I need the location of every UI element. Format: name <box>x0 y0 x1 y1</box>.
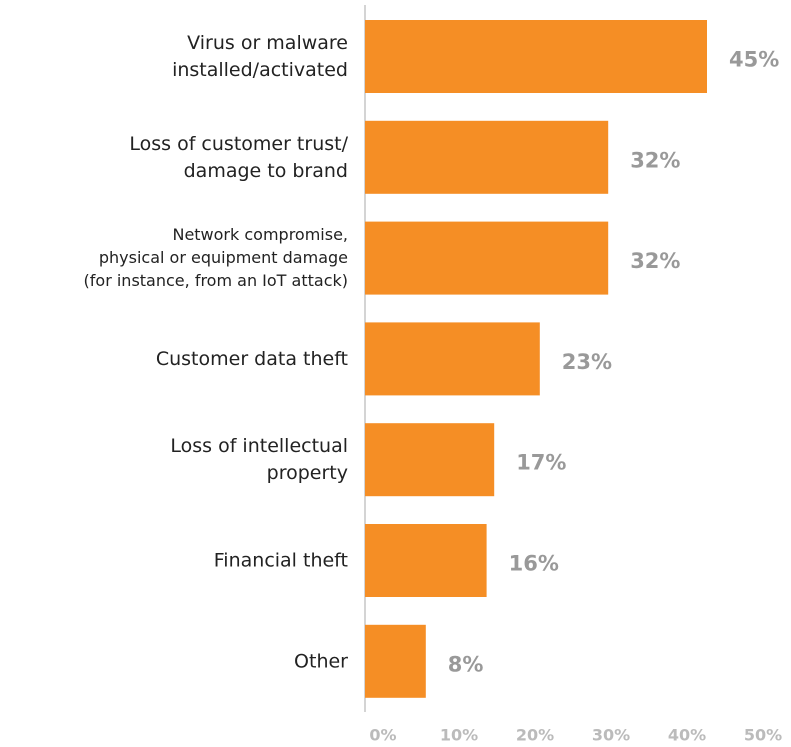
category-line: Loss of intellectual <box>170 435 348 457</box>
category-label: Other <box>294 650 348 672</box>
value-label: 17% <box>516 451 566 475</box>
category-label: Network compromise, physical or equipment… <box>84 225 348 290</box>
value-label: 23% <box>562 350 612 374</box>
value-label: 32% <box>630 249 680 273</box>
value-label: 32% <box>630 148 680 172</box>
bar <box>365 423 495 497</box>
category-line: property <box>267 462 348 484</box>
category-line: Loss of customer trust/ <box>129 132 348 154</box>
x-tick-label: 20% <box>516 726 554 745</box>
category-line: installed/activated <box>172 59 348 81</box>
category-label: Loss of intellectual property <box>170 435 348 484</box>
value-label: 45% <box>729 48 779 72</box>
bar <box>365 120 609 194</box>
x-tick-label: 0% <box>369 726 396 745</box>
value-label: 16% <box>509 552 559 576</box>
bar <box>365 221 609 295</box>
category-label: Customer data theft <box>156 347 348 369</box>
category-line: Network compromise, <box>172 225 348 244</box>
bar <box>365 20 707 93</box>
bar <box>365 624 426 698</box>
category-line: Financial theft <box>214 549 348 571</box>
category-line: Other <box>294 650 348 672</box>
bar <box>365 322 540 396</box>
category-label: Loss of customer trust/damage to brand <box>129 132 348 181</box>
x-tick-label: 10% <box>440 726 478 745</box>
x-tick-label: 50% <box>744 726 782 745</box>
category-line: physical or equipment damage <box>99 248 348 267</box>
x-tick-label: 30% <box>592 726 630 745</box>
category-line: Virus or malware <box>187 32 348 54</box>
category-line: damage to brand <box>184 159 348 181</box>
category-line: (for instance, from an IoT attack) <box>84 271 348 290</box>
category-label: Financial theft <box>214 549 348 571</box>
category-line: Customer data theft <box>156 347 348 369</box>
value-label: 8% <box>448 652 484 676</box>
bar <box>365 524 487 597</box>
x-tick-label: 40% <box>668 726 706 745</box>
category-label: Virus or malware installed/activated <box>172 32 348 81</box>
